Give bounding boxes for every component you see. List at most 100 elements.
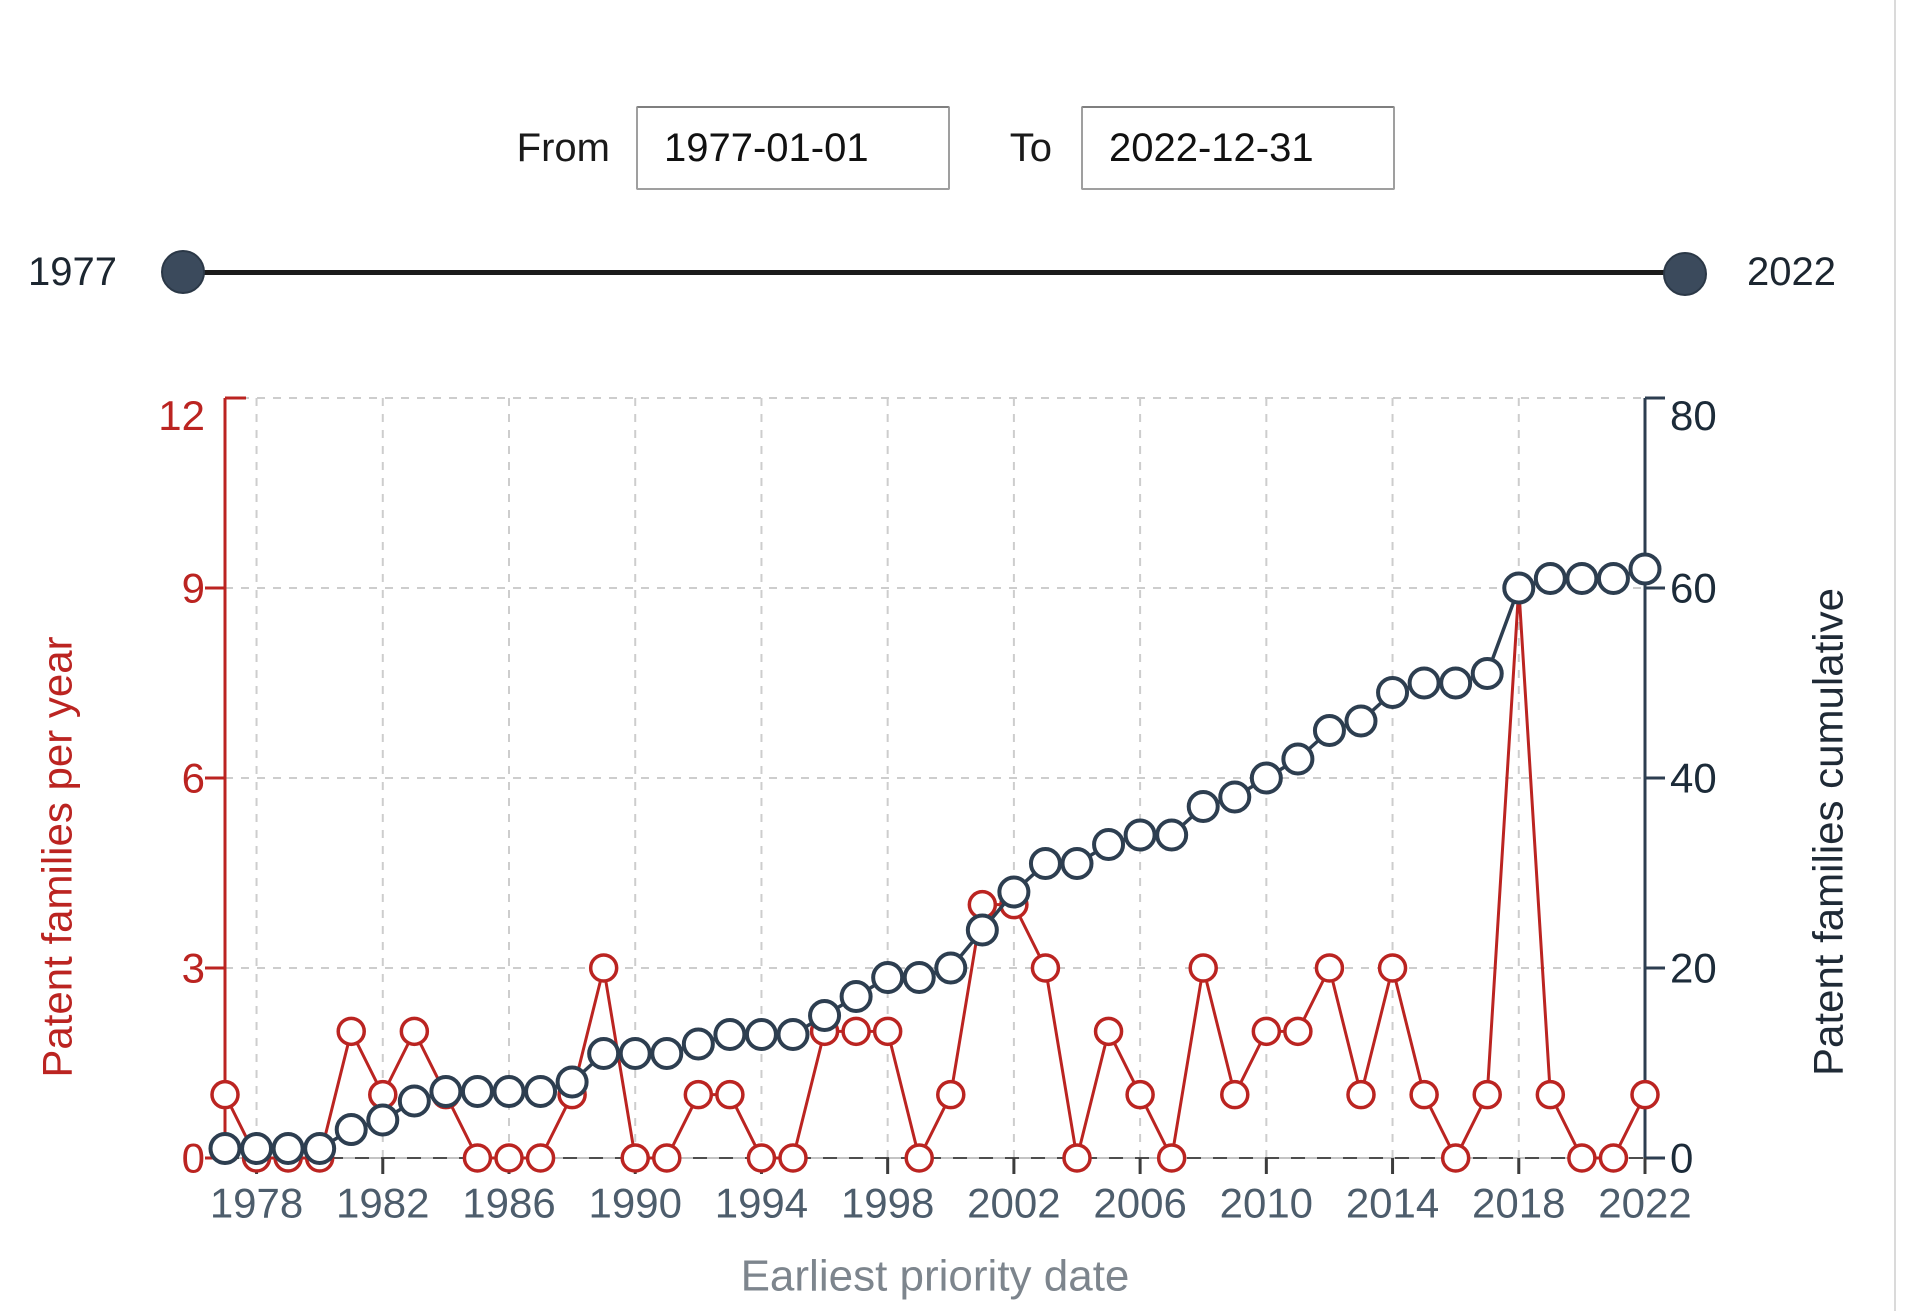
point-per-year-2022[interactable]: [1630, 1079, 1660, 1110]
point-per-year-1986[interactable]: [494, 1143, 524, 1173]
point-per-year-2012[interactable]: [1314, 953, 1345, 983]
slider-handle-min[interactable]: [161, 250, 205, 294]
point-per-year-2010[interactable]: [1251, 1016, 1282, 1047]
point-cumulative-2000[interactable]: [934, 951, 968, 985]
point-cumulative-2022[interactable]: [1628, 552, 1662, 586]
point-per-year-2004[interactable]: [1062, 1143, 1092, 1173]
point-cumulative-1989[interactable]: [587, 1037, 621, 1070]
point-cumulative-1987[interactable]: [524, 1075, 558, 1108]
point-per-year-2017[interactable]: [1472, 1079, 1502, 1110]
left-axis-title: Patent families per year: [34, 636, 81, 1077]
point-cumulative-2010[interactable]: [1249, 761, 1283, 795]
point-cumulative-2004[interactable]: [1060, 847, 1094, 880]
point-per-year-2014[interactable]: [1377, 953, 1408, 983]
point-cumulative-1991[interactable]: [650, 1037, 684, 1070]
point-cumulative-1999[interactable]: [902, 961, 936, 994]
point-per-year-1998[interactable]: [872, 1016, 903, 1047]
point-per-year-1991[interactable]: [652, 1143, 682, 1173]
svg-text:1978: 1978: [210, 1180, 303, 1227]
point-per-year-2016[interactable]: [1440, 1143, 1471, 1173]
point-per-year-1999[interactable]: [904, 1143, 934, 1173]
point-per-year-2021[interactable]: [1598, 1143, 1629, 1173]
point-per-year-2000[interactable]: [936, 1079, 966, 1110]
point-cumulative-2016[interactable]: [1439, 666, 1473, 700]
point-cumulative-2009[interactable]: [1218, 780, 1252, 814]
slider-track[interactable]: [183, 270, 1685, 275]
point-per-year-1994[interactable]: [746, 1143, 777, 1173]
point-per-year-2006[interactable]: [1125, 1079, 1155, 1110]
point-per-year-2009[interactable]: [1220, 1079, 1250, 1110]
point-cumulative-2018[interactable]: [1502, 571, 1536, 605]
point-per-year-2005[interactable]: [1093, 1016, 1124, 1047]
point-per-year-1992[interactable]: [683, 1079, 714, 1110]
series-cumulative: [208, 552, 1662, 1165]
point-cumulative-1985[interactable]: [460, 1075, 494, 1108]
point-per-year-1990[interactable]: [620, 1143, 650, 1173]
point-per-year-2013[interactable]: [1346, 1079, 1376, 1110]
point-cumulative-1993[interactable]: [713, 1018, 747, 1051]
point-cumulative-2013[interactable]: [1344, 704, 1378, 738]
point-cumulative-2002[interactable]: [997, 875, 1031, 909]
point-per-year-1993[interactable]: [715, 1079, 745, 1110]
point-cumulative-2007[interactable]: [1155, 818, 1189, 852]
point-per-year-1977[interactable]: [210, 1079, 240, 1110]
point-cumulative-1996[interactable]: [808, 999, 842, 1032]
point-cumulative-2006[interactable]: [1123, 818, 1157, 852]
point-per-year-2008[interactable]: [1188, 953, 1218, 983]
point-cumulative-1998[interactable]: [871, 961, 905, 994]
point-per-year-2019[interactable]: [1535, 1079, 1566, 1110]
svg-text:3: 3: [182, 945, 205, 992]
point-per-year-2015[interactable]: [1409, 1079, 1439, 1110]
point-per-year-1981[interactable]: [336, 1016, 366, 1047]
point-cumulative-1997[interactable]: [839, 980, 873, 1013]
point-cumulative-2003[interactable]: [1028, 847, 1062, 880]
point-cumulative-2008[interactable]: [1186, 790, 1220, 823]
point-cumulative-2012[interactable]: [1312, 714, 1346, 747]
point-cumulative-1980[interactable]: [303, 1132, 337, 1165]
point-cumulative-1978[interactable]: [240, 1132, 274, 1165]
to-date-input[interactable]: [1081, 106, 1395, 190]
svg-text:2022: 2022: [1598, 1180, 1691, 1227]
point-cumulative-2020[interactable]: [1565, 562, 1599, 595]
point-cumulative-1979[interactable]: [271, 1132, 305, 1165]
point-cumulative-2005[interactable]: [1092, 828, 1126, 861]
point-cumulative-1994[interactable]: [744, 1018, 778, 1051]
point-cumulative-1992[interactable]: [681, 1027, 715, 1061]
point-cumulative-2021[interactable]: [1596, 562, 1630, 595]
point-cumulative-1986[interactable]: [492, 1075, 526, 1108]
point-per-year-2011[interactable]: [1283, 1016, 1313, 1047]
point-per-year-1997[interactable]: [841, 1016, 871, 1047]
from-date-input[interactable]: [636, 106, 950, 190]
point-per-year-2020[interactable]: [1567, 1143, 1597, 1173]
point-cumulative-1983[interactable]: [397, 1084, 431, 1118]
grid-layer: [225, 397, 1645, 1159]
point-cumulative-1981[interactable]: [334, 1113, 368, 1146]
point-cumulative-1977[interactable]: [208, 1132, 242, 1165]
svg-text:0: 0: [1670, 1135, 1693, 1182]
point-cumulative-2017[interactable]: [1470, 657, 1504, 690]
point-per-year-1983[interactable]: [399, 1016, 430, 1047]
svg-text:20: 20: [1670, 945, 1717, 992]
point-cumulative-2001[interactable]: [965, 913, 999, 947]
point-cumulative-2014[interactable]: [1376, 676, 1410, 709]
point-per-year-1987[interactable]: [525, 1143, 556, 1173]
point-per-year-2007[interactable]: [1156, 1143, 1187, 1173]
svg-text:2014: 2014: [1346, 1180, 1439, 1227]
from-label: From: [516, 126, 610, 170]
point-cumulative-2015[interactable]: [1407, 666, 1441, 700]
point-per-year-1985[interactable]: [462, 1143, 493, 1173]
left-axis: 0 3 6 9 12: [158, 392, 246, 1182]
slider-handle-max[interactable]: [1663, 252, 1707, 296]
point-cumulative-1984[interactable]: [429, 1075, 463, 1108]
point-per-year-1995[interactable]: [778, 1143, 808, 1173]
point-cumulative-1995[interactable]: [776, 1018, 810, 1051]
point-cumulative-1990[interactable]: [618, 1037, 652, 1070]
point-cumulative-2011[interactable]: [1281, 742, 1315, 776]
point-cumulative-1982[interactable]: [366, 1103, 400, 1137]
svg-text:2010: 2010: [1220, 1180, 1313, 1227]
point-per-year-2003[interactable]: [1030, 953, 1061, 983]
point-per-year-1989[interactable]: [588, 953, 619, 983]
point-cumulative-2019[interactable]: [1533, 562, 1567, 595]
point-cumulative-1988[interactable]: [555, 1065, 589, 1099]
